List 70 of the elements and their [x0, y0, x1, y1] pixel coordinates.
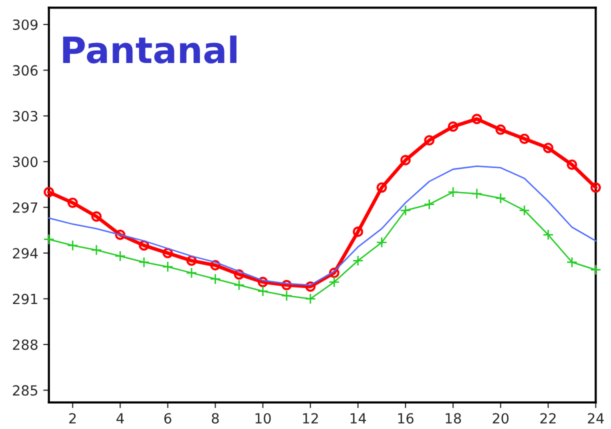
- y-tick-label: 291: [12, 294, 38, 304]
- y-tick-label: 294: [12, 248, 38, 259]
- x-tick-label: 16: [398, 413, 414, 424]
- x-tick-label: 4: [116, 413, 124, 424]
- y-tick-label: 309: [13, 19, 38, 30]
- point: [67, 240, 78, 251]
- point: [495, 124, 506, 135]
- point: [114, 230, 126, 240]
- point: [234, 280, 245, 291]
- point: [305, 281, 316, 292]
- x-tick-label: 14: [350, 413, 366, 424]
- point: [186, 267, 198, 278]
- point: [258, 276, 268, 288]
- y-tick-label: 303: [13, 110, 38, 122]
- point: [281, 280, 292, 290]
- y-tick-label: 297: [12, 202, 38, 213]
- point: [281, 290, 292, 302]
- point: [566, 159, 578, 170]
- point: [186, 255, 197, 266]
- point: [519, 134, 530, 144]
- point: [67, 198, 78, 208]
- point: [352, 226, 364, 237]
- x-tick-label: 22: [540, 413, 556, 424]
- point: [162, 261, 174, 272]
- point: [352, 255, 364, 266]
- x-tick-label: 20: [492, 413, 509, 424]
- point: [234, 269, 244, 280]
- point: [328, 268, 340, 278]
- point: [376, 236, 388, 248]
- x-tick-label: 24: [588, 413, 604, 424]
- point: [566, 256, 578, 268]
- point: [43, 234, 54, 245]
- y-tick-label: 306: [13, 65, 38, 76]
- point: [138, 256, 150, 268]
- point: [542, 142, 554, 154]
- point: [590, 264, 602, 276]
- point: [590, 182, 601, 193]
- point: [210, 273, 221, 285]
- point: [400, 154, 411, 166]
- x-tick-label: 10: [256, 413, 271, 424]
- point: [448, 121, 458, 132]
- annotation: Pantanal: [63, 36, 236, 64]
- point: [210, 260, 221, 270]
- point: [44, 186, 54, 198]
- point: [257, 286, 268, 297]
- x-tick-label: 18: [446, 413, 461, 424]
- point: [90, 244, 102, 256]
- point: [304, 293, 316, 304]
- point: [162, 248, 173, 258]
- x-tick-label: 8: [212, 413, 219, 424]
- y-tick-label: 285: [12, 385, 38, 396]
- point: [400, 204, 412, 216]
- point: [376, 182, 387, 193]
- point: [518, 204, 530, 216]
- point: [424, 135, 435, 146]
- y-tick-label: 288: [12, 339, 38, 350]
- point: [424, 198, 435, 210]
- x-tick-label: 12: [303, 413, 318, 424]
- point: [114, 250, 126, 262]
- point: [448, 186, 459, 198]
- point: [472, 114, 482, 124]
- x-tick-label: 2: [69, 413, 76, 424]
- x-tick-label: 6: [164, 413, 172, 424]
- point: [138, 240, 150, 251]
- point: [328, 276, 340, 288]
- y-tick-label: 300: [13, 156, 38, 168]
- point: [542, 229, 554, 240]
- point: [91, 211, 102, 222]
- point: [495, 192, 506, 204]
- point: [471, 188, 482, 200]
